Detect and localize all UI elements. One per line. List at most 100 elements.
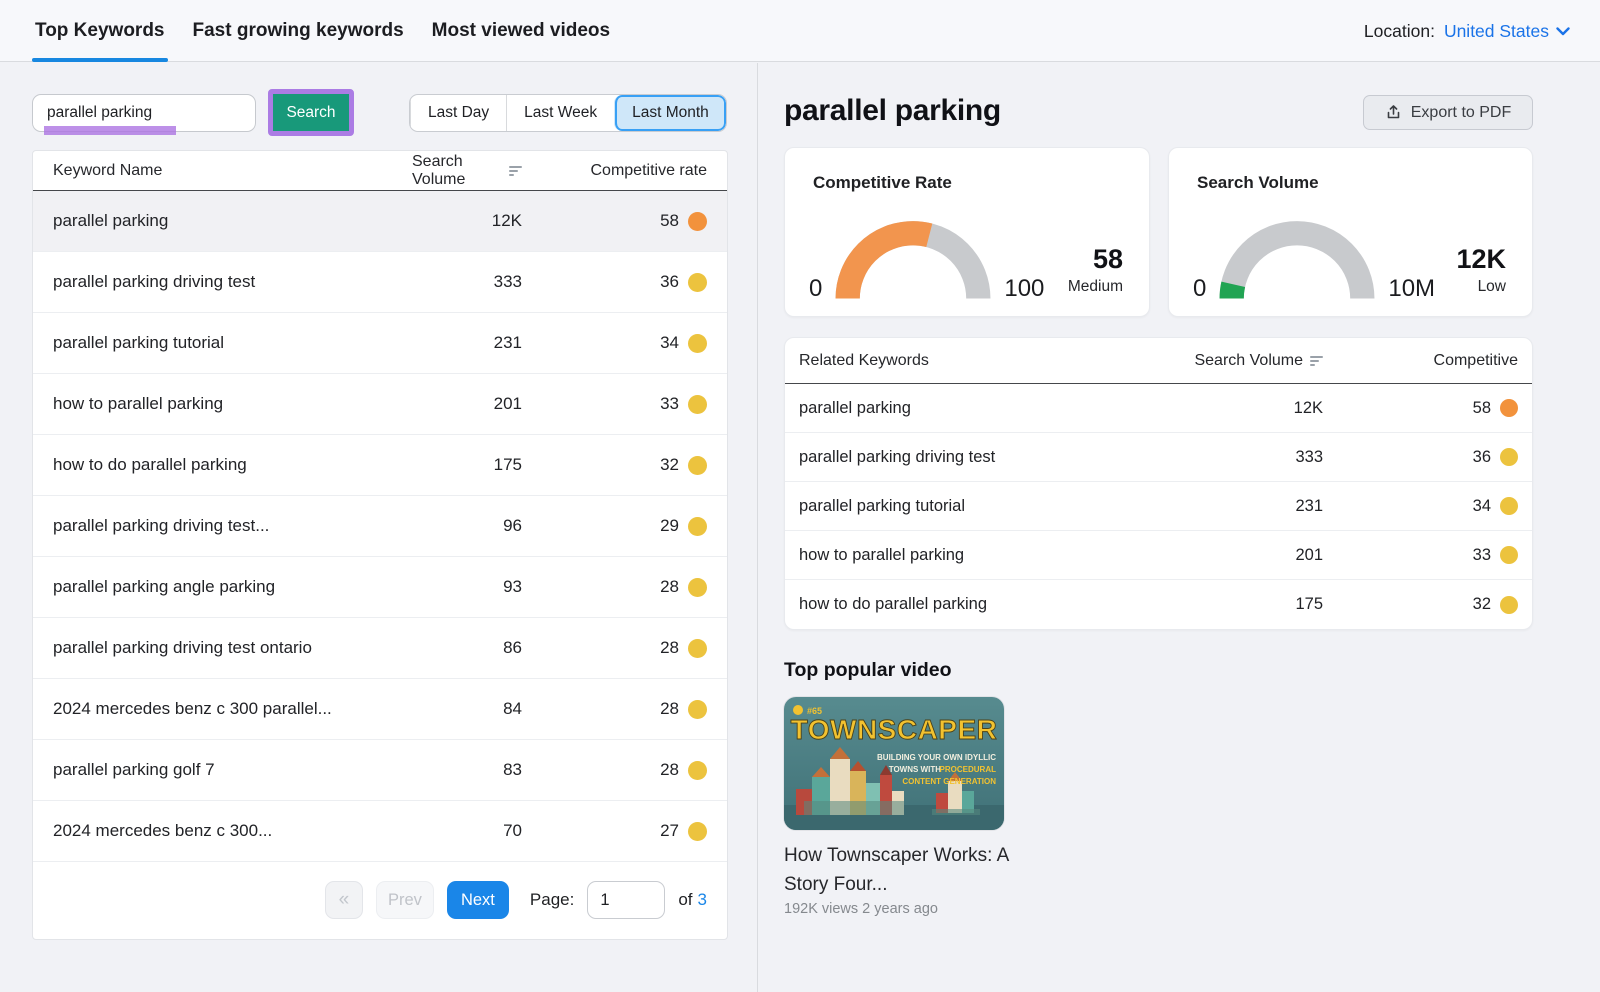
keyword-cell: parallel parking [53, 211, 169, 230]
gauge-value: 58 [1092, 244, 1123, 275]
competitive-dot [688, 638, 707, 658]
gauge-value: 12K [1456, 244, 1506, 275]
time-filter-option[interactable]: Last Month [614, 95, 726, 131]
competitive-rate-gauge [835, 221, 991, 299]
video-meta: 192K views 2 years ago [784, 901, 938, 917]
search-input[interactable] [32, 94, 256, 132]
rate-value: 36 [1472, 447, 1491, 466]
volume-cell: 83 [503, 760, 522, 779]
volume-cell: 175 [1295, 595, 1323, 613]
rate-value: 58 [660, 211, 679, 230]
gauge-title: Competitive Rate [813, 173, 952, 192]
prev-button[interactable]: Prev [375, 881, 434, 919]
rate-value: 28 [660, 638, 679, 657]
related-row[interactable]: how to do parallel parking 175 32 [785, 580, 1532, 629]
table-row[interactable]: how to do parallel parking 175 32 [33, 435, 727, 496]
keyword-cell: parallel parking tutorial [53, 333, 225, 352]
export-label: Export to PDF [1410, 103, 1512, 121]
rate-value: 28 [660, 699, 679, 718]
competitive-dot [688, 577, 707, 597]
export-pdf-button[interactable]: Export to PDF [1363, 95, 1533, 130]
table-row[interactable]: parallel parking tutorial 231 34 [33, 313, 727, 374]
competitive-dot [688, 211, 707, 231]
sort-icon[interactable] [509, 165, 522, 176]
keyword-cell: parallel parking driving test... [53, 516, 270, 535]
total-pages: 3 [697, 890, 707, 909]
gauge-max: 100 [1004, 275, 1045, 302]
annotation-underline [44, 126, 176, 135]
thumb-line2-highlight: PROCEDURAL [940, 765, 997, 774]
rate-value: 34 [1472, 496, 1491, 515]
competitive-dot [1500, 399, 1518, 417]
competitive-dot [688, 455, 707, 475]
table-row[interactable]: 2024 mercedes benz c 300... 70 27 [33, 801, 727, 862]
tab-label: Top Keywords [35, 20, 165, 41]
related-row[interactable]: parallel parking 12K 58 [785, 384, 1532, 433]
time-filter-option[interactable]: Last Week [506, 95, 614, 131]
sort-icon[interactable] [1310, 355, 1323, 366]
keyword-cell: how to do parallel parking [799, 595, 988, 613]
thumb-line3: CONTENT GENERATION [902, 777, 996, 786]
competitive-dot [688, 516, 707, 536]
thumb-line2: TOWNS WITH [889, 765, 942, 774]
table-row[interactable]: parallel parking 12K 58 [33, 191, 727, 252]
related-row[interactable]: parallel parking tutorial 231 34 [785, 482, 1532, 531]
time-filter-label: Last Day [428, 104, 490, 121]
related-row[interactable]: how to parallel parking 201 33 [785, 531, 1532, 580]
keyword-cell: how to parallel parking [53, 394, 224, 413]
gauge-min: 0 [809, 275, 823, 302]
thumb-line1: BUILDING YOUR OWN IDYLLIC [877, 753, 996, 762]
tab[interactable]: Top Keywords [32, 0, 168, 62]
competitive-dot [688, 272, 707, 292]
page-input[interactable] [587, 881, 666, 919]
volume-cell: 231 [1295, 496, 1323, 515]
keyword-cell: how to parallel parking [799, 545, 965, 564]
volume-cell: 12K [491, 211, 522, 230]
table-row[interactable]: 2024 mercedes benz c 300 parallel... 84 … [33, 679, 727, 740]
col-keyword-name: Keyword Name [53, 161, 163, 179]
table-row[interactable]: parallel parking driving test ontario 86… [33, 618, 727, 679]
rate-value: 29 [660, 516, 679, 535]
keyword-cell: parallel parking driving test [53, 272, 256, 291]
table-row[interactable]: parallel parking angle parking 93 28 [33, 557, 727, 618]
rate-value: 27 [660, 821, 679, 840]
time-filter-option[interactable]: Last Day [410, 95, 506, 131]
rate-value: 32 [660, 455, 679, 474]
page-label: Page: [529, 890, 575, 909]
rate-value: 33 [660, 394, 679, 413]
tab[interactable]: Fast growing keywords [190, 0, 407, 62]
related-row[interactable]: parallel parking driving test 333 36 [785, 433, 1532, 482]
table-row[interactable]: how to parallel parking 201 33 [33, 374, 727, 435]
competitive-dot [1500, 497, 1518, 515]
volume-cell: 93 [503, 577, 522, 596]
rate-value: 34 [660, 333, 679, 352]
table-row[interactable]: parallel parking golf 7 83 28 [33, 740, 727, 801]
rate-value: 36 [660, 272, 679, 291]
table-row[interactable]: parallel parking driving test... 96 29 [33, 496, 727, 557]
video-thumbnail[interactable]: #65 TOWNSCAPER BUILDING YOUR OWN IDYLLIC… [784, 697, 1004, 830]
location-control[interactable]: Location: United States [1364, 0, 1570, 62]
keyword-cell: parallel parking driving test [799, 447, 996, 466]
col-related-keywords: Related Keywords [799, 351, 929, 369]
volume-cell: 86 [503, 638, 522, 657]
search-button[interactable]: Search [268, 89, 354, 136]
volume-cell: 231 [493, 333, 522, 352]
competitive-rate-card: Competitive Rate 0 100 58 Medium [784, 147, 1150, 317]
chevron-down-icon [1556, 26, 1570, 35]
related-table-header: Related Keywords Search Volume Competiti… [785, 338, 1532, 384]
gauge-title: Search Volume [1197, 173, 1319, 192]
time-filter-label: Last Week [524, 104, 598, 121]
next-button[interactable]: Next [446, 881, 509, 919]
volume-cell: 70 [503, 821, 522, 840]
first-page-button[interactable]: « [324, 881, 363, 919]
gauge-level: Medium [1067, 278, 1123, 295]
rate-value: 32 [1472, 595, 1491, 613]
tab-label: Fast growing keywords [192, 20, 404, 41]
table-row[interactable]: parallel parking driving test 333 36 [33, 252, 727, 313]
keyword-table-body: parallel parking 12K 58 parallel parking… [33, 191, 727, 862]
volume-cell: 96 [503, 516, 522, 535]
volume-cell: 333 [493, 272, 522, 291]
tab[interactable]: Most viewed videos [429, 0, 613, 62]
tab-bar: Top Keywords Fast growing keywords Most … [32, 0, 613, 62]
